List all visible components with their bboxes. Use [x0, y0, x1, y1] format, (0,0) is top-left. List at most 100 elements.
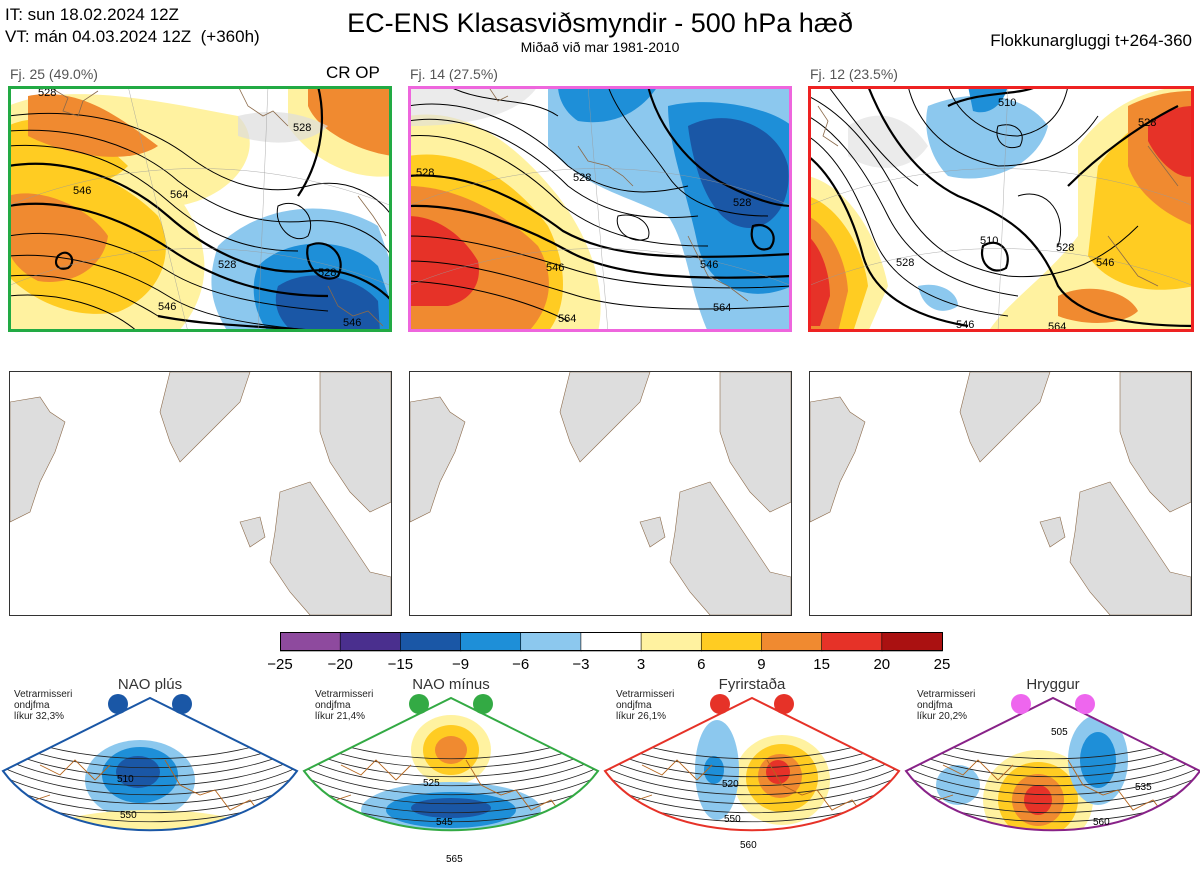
regime-note: Vetrarmisseri ondjfma líkur 20,2% — [917, 689, 1007, 722]
contour-label: 528 — [733, 197, 751, 209]
contour-label: 528 — [416, 167, 434, 179]
regime-contour-label: 520 — [722, 779, 739, 790]
contour-label: 546 — [546, 262, 564, 274]
regime-panel: 510 550 — [0, 690, 300, 871]
height-contour — [605, 751, 899, 787]
cluster-2-map: 528 528 546 564 546 564 528 — [408, 86, 792, 332]
regime-panel: 520 550 560 — [602, 690, 902, 871]
colorbar-tick-label: −3 — [572, 656, 590, 673]
cluster-3-map: 510 528 510 528 546 546 564 528 — [808, 86, 1194, 332]
anomaly-shading — [116, 756, 160, 788]
contour-label: 546 — [956, 319, 974, 331]
colorbar-tick-label: −9 — [451, 656, 470, 673]
colorbar-segment — [881, 632, 943, 652]
regime-panel: 525 545 565 — [301, 690, 601, 871]
contour-label: 564 — [1048, 321, 1066, 332]
colorbar-tick-label: 15 — [813, 656, 830, 673]
regime-dot — [1075, 694, 1095, 714]
colorbar-tick-label: −15 — [387, 656, 414, 673]
climate-reference: Miðað við mar 1981-2010 — [520, 39, 680, 55]
regime-contour-label: 510 — [117, 774, 134, 785]
contour-label: 528 — [218, 259, 236, 271]
valid-time: VT: mán 04.03.2024 12Z (+360h) — [5, 27, 260, 46]
colorbar-segment — [700, 632, 763, 652]
anomaly-shading — [411, 798, 491, 818]
height-contour — [906, 760, 1200, 796]
regime-contour-label: 560 — [1093, 817, 1110, 828]
colorbar — [280, 632, 943, 652]
colorbar-tick-label: 20 — [873, 656, 891, 673]
anomaly-shading — [704, 756, 724, 784]
colorbar-segment — [580, 632, 642, 652]
anomaly-shading — [40, 810, 260, 831]
base-map-1 — [9, 371, 392, 616]
anomaly-shading — [766, 760, 790, 784]
colorbar-segment — [640, 632, 703, 652]
contour-label: 528 — [1138, 117, 1156, 129]
height-contour — [304, 769, 598, 805]
cluster-3-label: Fj. 12 (23.5%) — [810, 66, 898, 82]
regime-note-line: Vetrarmisseri — [315, 689, 374, 700]
regime-dot — [473, 694, 493, 714]
cluster-3-frame — [808, 86, 1194, 332]
colorbar-tick-label: 3 — [636, 656, 646, 673]
contour-label: 528 — [38, 87, 56, 99]
cluster-2-frame — [408, 86, 792, 332]
regime-note-line: líkur 21,4% — [315, 711, 366, 722]
regime-outline — [904, 696, 1200, 832]
regime-note-line: líkur 32,3% — [14, 711, 65, 722]
regime-contour-label: 525 — [423, 778, 440, 789]
regime-dot — [108, 694, 128, 714]
colorbar-segment — [821, 632, 883, 652]
contour-label: 528 — [293, 122, 311, 134]
regime-title: Fyrirstaða — [718, 676, 786, 693]
colorbar-tick-label: −6 — [512, 656, 530, 673]
height-contour — [304, 751, 598, 787]
regime-note: Vetrarmisseri ondjfma líkur 32,3% — [14, 689, 104, 722]
cluster-1-label: Fj. 25 (49.0%) — [10, 66, 98, 82]
contour-label: 564 — [170, 189, 188, 201]
colorbar-segment — [280, 632, 341, 652]
contour-label: 546 — [158, 301, 176, 313]
regime-contour-label: 505 — [1051, 727, 1068, 738]
height-contour — [3, 751, 297, 787]
contour-label: 546 — [700, 259, 718, 271]
cluster-1-map: 528 546 564 528 546 528 528 546 — [8, 86, 392, 332]
contour-label: 528 — [573, 172, 591, 184]
regime-note-line: ondjfma — [14, 700, 50, 711]
height-contour — [906, 751, 1200, 787]
regime-contour-label: 560 — [740, 840, 757, 851]
regime-note-line: Vetrarmisseri — [616, 689, 675, 700]
init-time: IT: sun 18.02.2024 12Z — [5, 5, 179, 24]
contour-label: 546 — [343, 317, 361, 329]
colorbar-segment — [520, 632, 582, 652]
cluster-window: Flokkunargluggi t+264-360 — [990, 31, 1192, 50]
contour-label: 510 — [980, 235, 998, 247]
regime-contour-label: 550 — [724, 814, 741, 825]
contour-label: 546 — [73, 185, 91, 197]
base-map-3 — [809, 371, 1192, 616]
contour-label: 528 — [1056, 242, 1074, 254]
height-contour — [3, 760, 297, 796]
regime-panel: 505 535 560 — [903, 690, 1200, 871]
cluster-1-marker: CR OP — [326, 63, 380, 82]
colorbar-tick-label: 6 — [697, 656, 706, 673]
height-contour — [605, 769, 899, 805]
colorbar-segment — [400, 632, 462, 652]
colorbar-tick-label: 25 — [933, 656, 951, 673]
regime-dot — [1011, 694, 1031, 714]
run-info: IT: sun 18.02.2024 12Z VT: mán 04.03.202… — [5, 4, 260, 48]
base-map-2 — [409, 371, 792, 616]
regime-note-line: Vetrarmisseri — [14, 689, 73, 700]
height-contour — [304, 760, 598, 796]
cluster-2-label: Fj. 14 (27.5%) — [410, 66, 498, 82]
regime-outline — [302, 696, 600, 832]
regime-outline — [1, 696, 299, 832]
regime-note-line: ondjfma — [315, 700, 351, 711]
regime-note: Vetrarmisseri ondjfma líkur 21,4% — [315, 689, 405, 722]
regime-note-line: ondjfma — [917, 700, 953, 711]
regime-note-line: Vetrarmisseri — [917, 689, 976, 700]
regime-dot — [172, 694, 192, 714]
anomaly-shading — [1080, 732, 1116, 788]
regime-outline — [603, 696, 901, 832]
